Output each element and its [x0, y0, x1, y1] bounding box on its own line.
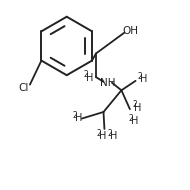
Text: 2: 2 [96, 129, 101, 138]
Text: H: H [140, 74, 147, 84]
Text: 2: 2 [83, 70, 88, 79]
Text: H: H [99, 131, 106, 141]
Text: 2: 2 [132, 101, 137, 109]
Text: 2: 2 [73, 111, 78, 120]
Text: NH: NH [100, 78, 115, 88]
Text: Cl: Cl [18, 83, 28, 93]
Text: H: H [86, 73, 93, 83]
Text: H: H [75, 113, 83, 123]
Text: H: H [131, 116, 138, 126]
Text: H: H [110, 131, 118, 141]
Text: 2: 2 [128, 114, 133, 123]
Text: OH: OH [122, 26, 138, 36]
Text: 2: 2 [138, 72, 143, 81]
Text: H: H [134, 103, 142, 113]
Text: 2: 2 [108, 129, 112, 138]
